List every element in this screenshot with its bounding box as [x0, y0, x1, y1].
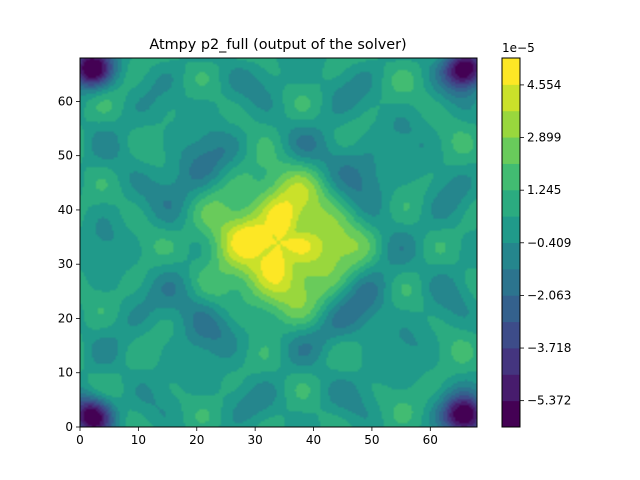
colorbar-band — [502, 110, 520, 138]
chart-title: Atmpy p2_full (output of the solver) — [149, 37, 406, 53]
x-axis: 0 10 20 30 40 50 60 — [76, 427, 438, 447]
colorbar-band — [502, 268, 520, 296]
plot-area — [79, 57, 478, 428]
colorbar-tick-label: 4.554 — [527, 78, 561, 92]
colorbar-tick-label: 2.899 — [527, 131, 561, 145]
colorbar-band — [502, 84, 520, 112]
colorbar-tick-label: −0.409 — [527, 236, 571, 250]
colorbar-bands — [502, 58, 520, 428]
colorbar-tick-label: −2.063 — [527, 288, 571, 302]
colorbar-band — [502, 321, 520, 349]
plot-frame — [79, 57, 478, 428]
colorbar-tick-label: −3.718 — [527, 341, 571, 355]
y-tick-label: 0 — [65, 420, 73, 434]
contour-field — [80, 58, 477, 427]
y-tick-label: 10 — [58, 366, 73, 380]
colorbar-band — [502, 189, 520, 217]
y-axis: 0 10 20 30 40 50 60 — [58, 94, 80, 434]
x-tick-label: 60 — [423, 433, 438, 447]
colorbar-band — [502, 58, 520, 85]
y-tick-label: 30 — [58, 257, 73, 271]
x-tick-label: 20 — [189, 433, 204, 447]
x-tick-label: 0 — [76, 433, 84, 447]
colorbar-tick-label: −5.372 — [527, 394, 571, 408]
x-tick-label: 40 — [306, 433, 321, 447]
colorbar-band — [502, 137, 520, 164]
y-tick-label: 60 — [58, 94, 73, 108]
colorbar: 1e−5 −5.372 −3.718 −2.063 −0.409 1.245 2.899 4… — [501, 41, 571, 428]
colorbar-band — [502, 216, 520, 243]
colorbar-tick-label: 1.245 — [527, 183, 561, 197]
y-tick-label: 20 — [58, 311, 73, 325]
colorbar-band — [502, 295, 520, 323]
colorbar-offset-label: 1e−5 — [502, 41, 535, 55]
y-tick-label: 50 — [58, 149, 73, 163]
colorbar-ticks: −5.372 −3.718 −2.063 −0.409 1.245 2.899 4.554 — [520, 78, 571, 408]
colorbar-band — [502, 374, 520, 402]
x-tick-label: 10 — [131, 433, 146, 447]
colorbar-band — [502, 242, 520, 270]
y-tick-label: 40 — [58, 203, 73, 217]
colorbar-band — [502, 400, 520, 428]
x-tick-label: 30 — [248, 433, 263, 447]
x-tick-label: 50 — [364, 433, 379, 447]
colorbar-band — [502, 347, 520, 375]
colorbar-band — [502, 163, 520, 191]
